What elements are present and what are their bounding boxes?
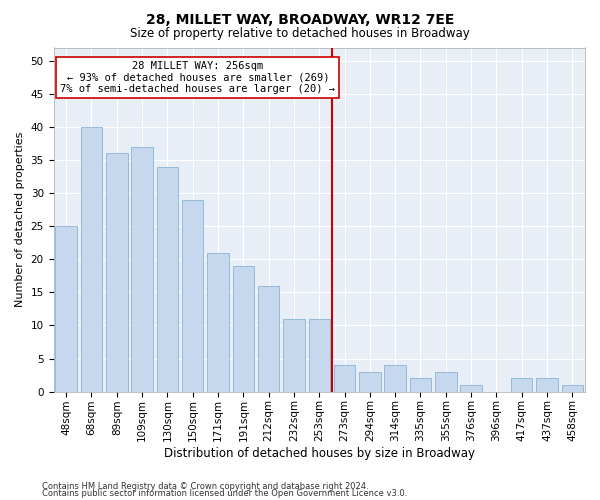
X-axis label: Distribution of detached houses by size in Broadway: Distribution of detached houses by size … <box>164 447 475 460</box>
Bar <box>308 319 330 392</box>
Bar <box>157 166 178 392</box>
Bar <box>435 372 457 392</box>
Bar <box>81 127 102 392</box>
Bar <box>233 266 254 392</box>
Bar <box>283 319 305 392</box>
Bar <box>359 372 380 392</box>
Text: 28, MILLET WAY, BROADWAY, WR12 7EE: 28, MILLET WAY, BROADWAY, WR12 7EE <box>146 12 454 26</box>
Bar <box>460 385 482 392</box>
Bar <box>334 365 355 392</box>
Bar <box>106 154 128 392</box>
Bar <box>207 252 229 392</box>
Bar <box>258 286 280 392</box>
Bar <box>182 200 203 392</box>
Text: Contains HM Land Registry data © Crown copyright and database right 2024.: Contains HM Land Registry data © Crown c… <box>42 482 368 491</box>
Bar <box>511 378 532 392</box>
Y-axis label: Number of detached properties: Number of detached properties <box>15 132 25 308</box>
Bar <box>385 365 406 392</box>
Text: 28 MILLET WAY: 256sqm
← 93% of detached houses are smaller (269)
7% of semi-deta: 28 MILLET WAY: 256sqm ← 93% of detached … <box>60 60 335 94</box>
Bar <box>536 378 558 392</box>
Bar <box>410 378 431 392</box>
Bar <box>131 147 153 392</box>
Text: Contains public sector information licensed under the Open Government Licence v3: Contains public sector information licen… <box>42 489 407 498</box>
Bar <box>562 385 583 392</box>
Bar <box>55 226 77 392</box>
Text: Size of property relative to detached houses in Broadway: Size of property relative to detached ho… <box>130 28 470 40</box>
